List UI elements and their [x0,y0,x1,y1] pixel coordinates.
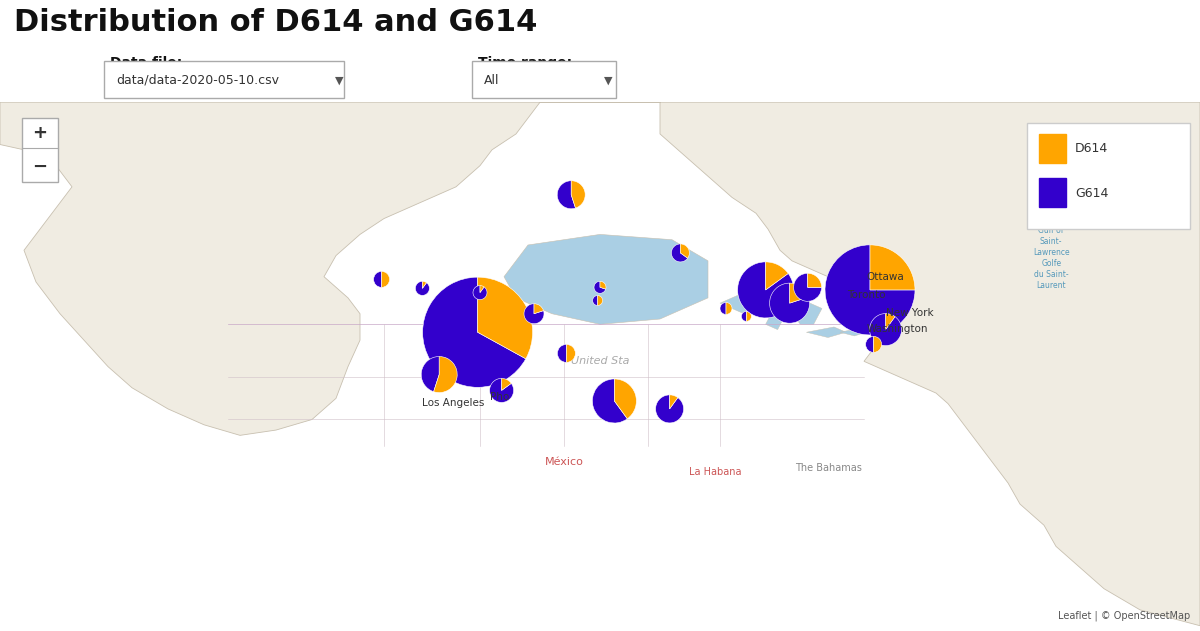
Wedge shape [473,286,487,300]
Text: −: − [32,158,47,175]
Text: Gulf of
Saint-
Lawrence
Golfe
du Saint-
Laurent: Gulf of Saint- Lawrence Golfe du Saint- … [1033,226,1069,290]
Text: New York: New York [886,308,934,317]
Polygon shape [806,327,846,338]
Text: Data file:: Data file: [110,56,182,71]
FancyBboxPatch shape [22,118,58,182]
Wedge shape [373,271,382,287]
Wedge shape [793,273,822,302]
Wedge shape [808,273,822,287]
FancyBboxPatch shape [104,61,344,98]
Polygon shape [840,329,866,336]
Text: ▼: ▼ [335,75,343,85]
FancyBboxPatch shape [472,61,616,98]
Text: ▼: ▼ [604,75,612,85]
Wedge shape [826,245,916,335]
Wedge shape [726,302,732,314]
Polygon shape [720,293,804,314]
Text: All: All [484,74,499,86]
Text: United Sta: United Sta [571,357,629,367]
Text: D614: D614 [1075,142,1109,155]
Wedge shape [557,345,566,362]
Wedge shape [422,277,526,387]
Wedge shape [870,314,901,346]
Wedge shape [433,357,457,392]
Wedge shape [680,244,689,258]
Wedge shape [566,345,576,362]
Wedge shape [502,379,511,391]
Text: Time range:: Time range: [478,56,571,71]
Wedge shape [865,336,874,353]
Bar [1039,134,1066,163]
Text: Distribution of D614 and G614: Distribution of D614 and G614 [14,8,538,37]
Text: data/data-2020-05-10.csv: data/data-2020-05-10.csv [116,74,280,86]
Wedge shape [874,336,882,353]
Polygon shape [0,102,1200,626]
Wedge shape [655,395,684,423]
Wedge shape [480,286,484,293]
Text: La Habana: La Habana [689,468,742,478]
Text: G614: G614 [1075,187,1109,199]
Wedge shape [746,311,751,321]
Wedge shape [600,281,606,289]
FancyBboxPatch shape [1027,124,1190,229]
Text: Toronto: Toronto [847,290,886,300]
Bar [1039,178,1066,207]
Wedge shape [421,357,439,392]
Text: Leaflet | © OpenStreetMap: Leaflet | © OpenStreetMap [1058,611,1190,622]
Wedge shape [534,304,544,314]
Wedge shape [769,283,810,323]
Wedge shape [598,295,602,305]
Text: +: + [32,124,47,142]
Wedge shape [614,379,636,419]
Text: Los Angeles: Los Angeles [422,398,485,408]
Wedge shape [478,277,533,359]
Wedge shape [594,281,606,293]
Wedge shape [670,395,678,409]
Polygon shape [792,303,822,324]
Wedge shape [672,244,688,262]
Wedge shape [742,311,746,321]
Text: Pho: Pho [490,392,509,403]
Wedge shape [870,245,916,290]
Wedge shape [557,180,576,209]
Text: The Bahamas: The Bahamas [794,463,862,473]
Wedge shape [593,379,628,423]
Wedge shape [490,379,514,403]
Wedge shape [571,180,586,208]
Text: Ottawa: Ottawa [866,272,904,281]
Text: México: México [545,457,583,467]
Wedge shape [524,304,544,324]
Wedge shape [422,281,426,288]
Wedge shape [415,281,430,295]
Wedge shape [382,271,390,287]
Wedge shape [790,283,809,303]
Wedge shape [720,302,726,314]
Wedge shape [738,262,793,318]
Wedge shape [886,314,895,329]
Wedge shape [766,262,788,290]
Polygon shape [504,234,708,324]
Text: Washington: Washington [866,324,928,334]
Polygon shape [766,309,786,329]
Wedge shape [593,295,598,305]
